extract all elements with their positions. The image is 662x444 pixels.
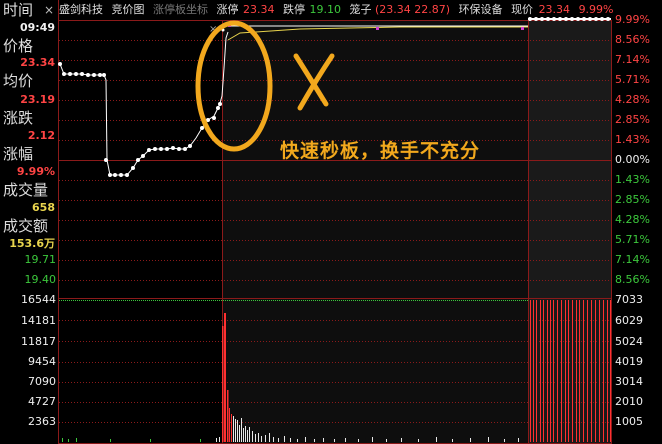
cursor-marker-icon: × [209, 24, 217, 35]
axis-tick: 3014 [615, 375, 643, 388]
axis-tick: 19.40 [24, 273, 57, 286]
annotation-text: 快速秒板，换手不充分 [280, 140, 481, 162]
axis-tick: 11817 [21, 335, 56, 348]
axis-tick: 2363 [28, 415, 56, 428]
change-value: 2.12 [27, 129, 55, 142]
pct-change-value: 9.99% [16, 165, 55, 178]
axis-tick: 16544 [21, 293, 56, 306]
amount-label: 成交额 [3, 217, 49, 235]
volume-bars-green [62, 438, 201, 442]
avg-price-value: 23.19 [20, 93, 55, 106]
axis-tick: 1005 [615, 415, 643, 428]
chart-shaded-region-right [528, 20, 611, 444]
annotation-ellipse [195, 20, 273, 152]
quote-info-panel: 时间 × 09:49 价格 23.34 均价 23.19 涨跌 2.12 涨幅 … [0, 0, 59, 298]
stock-name: 盛剑科技 [59, 3, 103, 16]
axis-tick: 4.28% [615, 213, 650, 226]
axis-tick: 2.85% [615, 193, 650, 206]
chart-header: 盛剑科技 竞价图 涨停板坐标 涨停 23.34 跌停 19.10 笼子 (23.… [59, 0, 662, 20]
sector-name[interactable]: 环保设备 [458, 3, 503, 16]
cage-values: (23.34 22.87) [375, 3, 451, 16]
axis-tick: 14181 [21, 314, 56, 327]
axis-tick: 19.71 [24, 253, 57, 266]
time-value: 09:49 [19, 21, 55, 34]
axis-tick: 8.56% [615, 273, 650, 286]
axis-tick: 5024 [615, 335, 643, 348]
axis-tick: 8.56% [615, 33, 650, 46]
axis-tick: 6029 [615, 314, 643, 327]
axis-tick: 4727 [28, 395, 56, 408]
axis-tick: 4.28% [615, 93, 650, 106]
chart-shaded-region-mid [222, 20, 528, 444]
current-price-pct: 9.99% [578, 3, 614, 16]
time-label: 时间 [3, 1, 34, 19]
auction-chart-link[interactable]: 竞价图 [111, 3, 145, 16]
close-icon[interactable]: × [44, 3, 55, 17]
price-label: 价格 [3, 37, 34, 55]
limit-down-label: 跌停 [283, 3, 305, 16]
limit-up-label: 涨停 [216, 3, 239, 16]
cage-label: 笼子 [349, 3, 372, 16]
axis-tick: 1.43% [615, 133, 650, 146]
price-grid [59, 40, 611, 423]
current-price-label: 现价 [511, 3, 534, 16]
avg-price-label: 均价 [3, 72, 34, 90]
axis-tick: 4019 [615, 355, 643, 368]
change-label: 涨跌 [3, 109, 34, 127]
volume-value: 658 [32, 201, 55, 214]
axis-tick-zero: 0.00% [615, 153, 650, 166]
volume-label: 成交量 [3, 181, 49, 199]
limit-up-value: 23.34 [243, 3, 275, 16]
axis-tick: 1.43% [615, 173, 650, 186]
axis-tick: 7.14% [615, 253, 650, 266]
axis-tick: 7033 [615, 293, 643, 306]
current-price-value: 23.34 [538, 3, 571, 16]
auction-volume-bars [530, 300, 611, 442]
amount-value: 153.6万 [9, 237, 55, 250]
annotation-cross-icon [293, 53, 335, 111]
volume-bars-white [216, 416, 519, 442]
axis-tick: 9454 [28, 355, 56, 368]
pct-change-label: 涨幅 [3, 145, 34, 163]
axis-tick: 5.71% [615, 73, 650, 86]
axis-tick: 9.99% [615, 13, 650, 26]
limit-axis-toggle[interactable]: 涨停板坐标 [153, 3, 208, 16]
price-line-markers [58, 17, 610, 177]
axis-tick: 5.71% [615, 233, 650, 246]
axis-tick: 2.85% [615, 113, 650, 126]
axis-tick: 7.14% [615, 53, 650, 66]
axis-tick: 7090 [28, 375, 56, 388]
price-value: 23.34 [20, 56, 55, 69]
volume-bars-red [222, 313, 232, 442]
limit-down-value: 19.10 [309, 3, 342, 16]
avg-price-line [227, 26, 528, 41]
axis-tick: 2010 [615, 395, 643, 408]
